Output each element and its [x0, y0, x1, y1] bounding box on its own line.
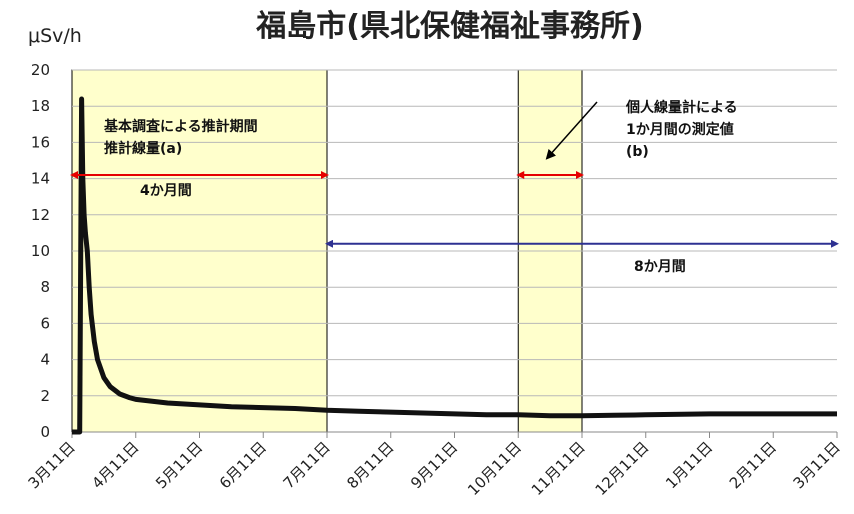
series-line-0: [72, 96, 837, 435]
y-axis-ticks: 0 2 4 6 8 10 12 14 16 18 20: [31, 61, 50, 441]
y-tick-label: 8: [40, 278, 50, 296]
x-tick-label: 7月11日: [280, 438, 334, 492]
y-tick-label: 6: [40, 314, 50, 332]
x-tick-label: 9月11日: [407, 438, 461, 492]
y-tick-label: 12: [31, 206, 50, 224]
y-axis-unit: μSv/h: [28, 25, 82, 47]
x-tick-label: 6月11日: [216, 438, 270, 492]
y-tick-label: 0: [40, 423, 50, 441]
x-tick-label: 2月11日: [726, 438, 780, 492]
y-tick-label: 18: [31, 97, 50, 115]
x-tick-label: 10月11日: [464, 438, 525, 499]
y-tick-label: 10: [31, 242, 50, 260]
annotation-6: 8か月間: [634, 259, 686, 275]
x-axis-ticks: 3月11日 4月11日 5月11日 6月11日 7月11日 8月11日 9月11日 10月11…: [25, 432, 844, 499]
annotation-3: 個人線量計による: [625, 99, 738, 116]
pointer-arrow: [545, 101, 598, 160]
annotation-4: 1か月間の測定値: [626, 121, 734, 138]
y-tick-label: 4: [40, 351, 50, 369]
y-tick-label: 14: [31, 170, 50, 188]
gridlines: [72, 69, 837, 433]
annotation-2: 4か月間: [140, 183, 192, 199]
y-tick-label: 20: [31, 61, 50, 79]
x-tick-label: 4月11日: [88, 438, 142, 492]
x-tick-label: 1月11日: [662, 438, 716, 492]
period-arrows: [70, 101, 839, 248]
y-tick-label: 16: [31, 133, 50, 151]
x-tick-label: 12月11日: [592, 438, 653, 499]
annotation-1: 推計線量(a): [104, 140, 182, 157]
y-tick-label: 2: [40, 387, 50, 405]
x-tick-label: 3月11日: [25, 438, 79, 492]
series-layer: [72, 96, 837, 435]
x-tick-label: 3月11日: [790, 438, 844, 492]
chart-title: 福島市(県北保健福祉事務所): [255, 9, 643, 44]
annotation-5: (b): [626, 144, 649, 160]
x-tick-label: 11月11日: [528, 438, 589, 499]
x-tick-label: 8月11日: [343, 438, 397, 492]
annotation-0: 基本調査による推計期間: [104, 118, 258, 135]
x-tick-label: 5月11日: [152, 438, 206, 492]
